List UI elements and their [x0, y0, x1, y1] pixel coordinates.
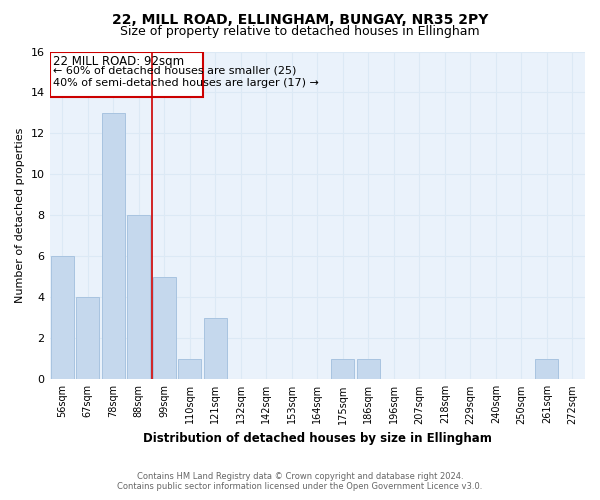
Bar [357, 359, 380, 380]
Bar [331, 359, 354, 380]
X-axis label: Distribution of detached houses by size in Ellingham: Distribution of detached houses by size … [143, 432, 492, 445]
Bar [178, 359, 201, 380]
Y-axis label: Number of detached properties: Number of detached properties [15, 128, 25, 303]
Text: ← 60% of detached houses are smaller (25): ← 60% of detached houses are smaller (25… [53, 66, 297, 76]
Bar [153, 277, 176, 380]
FancyBboxPatch shape [50, 52, 203, 96]
Bar [204, 318, 227, 380]
Bar [127, 216, 150, 380]
Bar [51, 256, 74, 380]
Bar [76, 298, 99, 380]
Text: 40% of semi-detached houses are larger (17) →: 40% of semi-detached houses are larger (… [53, 78, 319, 88]
Text: 22, MILL ROAD, ELLINGHAM, BUNGAY, NR35 2PY: 22, MILL ROAD, ELLINGHAM, BUNGAY, NR35 2… [112, 12, 488, 26]
Text: 22 MILL ROAD: 92sqm: 22 MILL ROAD: 92sqm [53, 54, 184, 68]
Text: Contains HM Land Registry data © Crown copyright and database right 2024.
Contai: Contains HM Land Registry data © Crown c… [118, 472, 482, 491]
Text: Size of property relative to detached houses in Ellingham: Size of property relative to detached ho… [120, 25, 480, 38]
Bar [102, 113, 125, 380]
Bar [535, 359, 558, 380]
